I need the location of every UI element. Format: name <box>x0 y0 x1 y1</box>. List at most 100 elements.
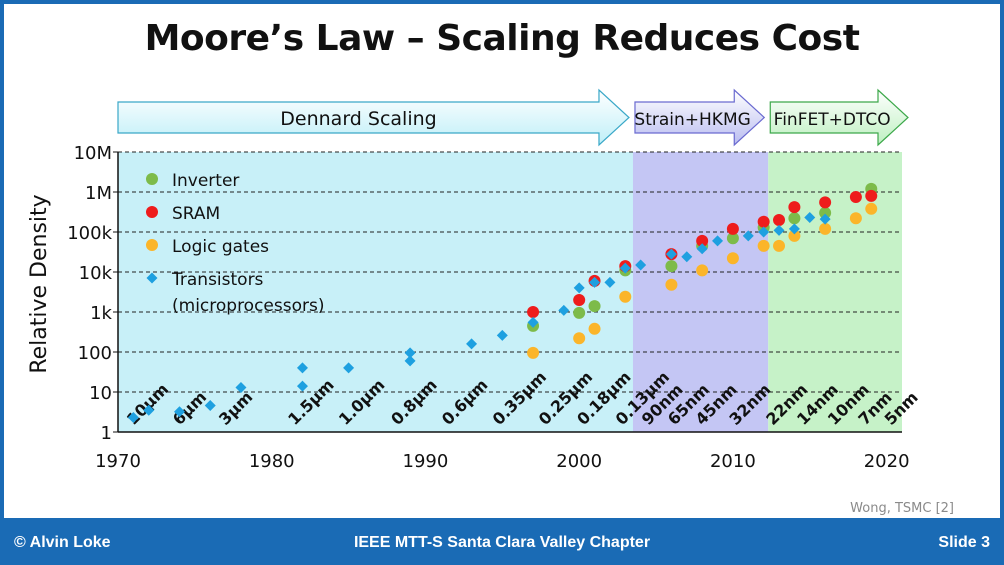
point-3-24 <box>758 226 770 238</box>
point-3-9 <box>404 347 416 359</box>
era-label-2: FinFET+DTCO <box>774 110 891 130</box>
point-3-13 <box>558 304 570 316</box>
y-tick-label-2: 100 <box>78 343 112 364</box>
x-tick-label-0: 1970 <box>95 451 141 472</box>
point-3-1 <box>143 404 155 416</box>
point-2-3 <box>619 290 632 303</box>
legend-label-0: Inverter <box>172 171 239 191</box>
point-3-27 <box>804 212 816 224</box>
x-tick-label-1: 1980 <box>249 451 295 472</box>
slide-title: Moore’s Law – Scaling Reduces Cost <box>144 18 860 59</box>
point-2-10 <box>819 222 832 235</box>
era-label-1: Strain+HKMG <box>634 110 750 130</box>
footer-slide-number: Slide 3 <box>938 534 990 551</box>
x-tick-label-5: 2020 <box>864 451 910 472</box>
era-band-0 <box>118 152 633 432</box>
citation: Wong, TSMC [2] <box>850 501 954 516</box>
point-2-7 <box>757 239 770 252</box>
point-3-7 <box>343 362 355 374</box>
moores-law-chart: Dennard Scaling Strain+HKMG FinFET+DTCO 1 1… <box>27 88 922 472</box>
y-tick-label-1: 10 <box>89 383 112 404</box>
era-arrow-2 <box>769 88 909 147</box>
point-0-4 <box>665 260 678 273</box>
point-1-5 <box>696 234 709 247</box>
legend-label-2: Logic gates <box>172 237 269 257</box>
point-0-2 <box>588 300 601 313</box>
era-label-0: Dennard Scaling <box>280 108 436 130</box>
point-1-1 <box>573 293 586 306</box>
point-3-12 <box>527 316 539 328</box>
point-3-28 <box>819 213 831 225</box>
y-tick-label-0: 1 <box>101 423 112 444</box>
axes: 1 10 100 1k 10k 100k 1M 10M 1970 1980 1990 2000 2010… <box>67 143 909 472</box>
y-tick-label-5: 100k <box>67 223 112 244</box>
point-3-18 <box>635 259 647 271</box>
point-0-9 <box>819 206 832 219</box>
point-2-12 <box>865 202 878 215</box>
y-axis-label: Relative Density <box>27 194 52 373</box>
point-2-1 <box>573 332 586 345</box>
legend-marker-0 <box>146 173 158 185</box>
point-3-26 <box>788 223 800 235</box>
point-2-11 <box>849 212 862 225</box>
point-1-12 <box>865 189 878 202</box>
point-3-6 <box>296 362 308 374</box>
point-1-8 <box>773 213 786 226</box>
y-tick-label-4: 10k <box>79 263 113 284</box>
data-points <box>127 182 878 424</box>
era-arrow-1 <box>634 88 766 147</box>
legend-label-3-0: Transistors <box>171 270 264 290</box>
era-band-2 <box>768 152 902 432</box>
point-3-11 <box>496 329 508 341</box>
point-3-25 <box>773 224 785 236</box>
point-2-5 <box>696 264 709 277</box>
point-3-5 <box>296 380 308 392</box>
point-2-0 <box>527 346 540 359</box>
point-0-8 <box>788 212 801 225</box>
point-1-0 <box>527 306 540 318</box>
x-tick-label-4: 2010 <box>710 451 756 472</box>
point-0-1 <box>573 306 586 319</box>
point-3-4 <box>235 381 247 393</box>
point-3-10 <box>466 338 478 350</box>
point-2-8 <box>773 239 786 252</box>
y-tick-label-7: 10M <box>74 143 112 164</box>
x-tick-label-2: 1990 <box>403 451 449 472</box>
point-3-2 <box>173 406 185 418</box>
point-3-22 <box>712 235 724 247</box>
point-3-16 <box>604 276 616 288</box>
point-3-19 <box>665 248 677 260</box>
footer-chapter: IEEE MTT-S Santa Clara Valley Chapter <box>353 534 651 551</box>
point-3-20 <box>681 251 693 263</box>
footer-bar: © Alvin Loke IEEE MTT-S Santa Clara Vall… <box>0 521 1004 565</box>
point-1-7 <box>757 215 770 228</box>
point-1-6 <box>726 222 739 235</box>
era-arrows: Dennard Scaling Strain+HKMG FinFET+DTCO <box>117 88 909 147</box>
legend-marker-2 <box>146 239 158 251</box>
point-3-0 <box>127 412 139 424</box>
point-3-17 <box>619 262 631 274</box>
legend: Inverter SRAM Logic gates Transistors (micro… <box>146 171 325 316</box>
point-3-8 <box>404 355 416 367</box>
legend-label-1: SRAM <box>172 204 220 224</box>
era-band-1 <box>632 152 769 432</box>
point-3-21 <box>696 243 708 255</box>
legend-label-3-1: (microprocessors) <box>172 296 325 316</box>
point-3-3 <box>204 399 216 411</box>
footer-author: © Alvin Loke <box>14 534 111 551</box>
y-tick-label-6: 1M <box>85 183 112 204</box>
y-tick-label-3: 1k <box>90 303 112 324</box>
point-2-4 <box>665 278 678 291</box>
gridlines <box>118 151 902 393</box>
point-3-15 <box>589 276 601 288</box>
point-3-23 <box>742 230 754 242</box>
point-1-10 <box>819 196 832 209</box>
point-1-11 <box>849 190 862 203</box>
legend-marker-3 <box>146 272 158 284</box>
era-bands <box>118 152 902 432</box>
point-2-6 <box>726 252 739 265</box>
point-2-9 <box>788 229 801 242</box>
legend-marker-1 <box>146 206 158 218</box>
point-1-9 <box>788 201 801 214</box>
point-3-14 <box>573 282 585 294</box>
